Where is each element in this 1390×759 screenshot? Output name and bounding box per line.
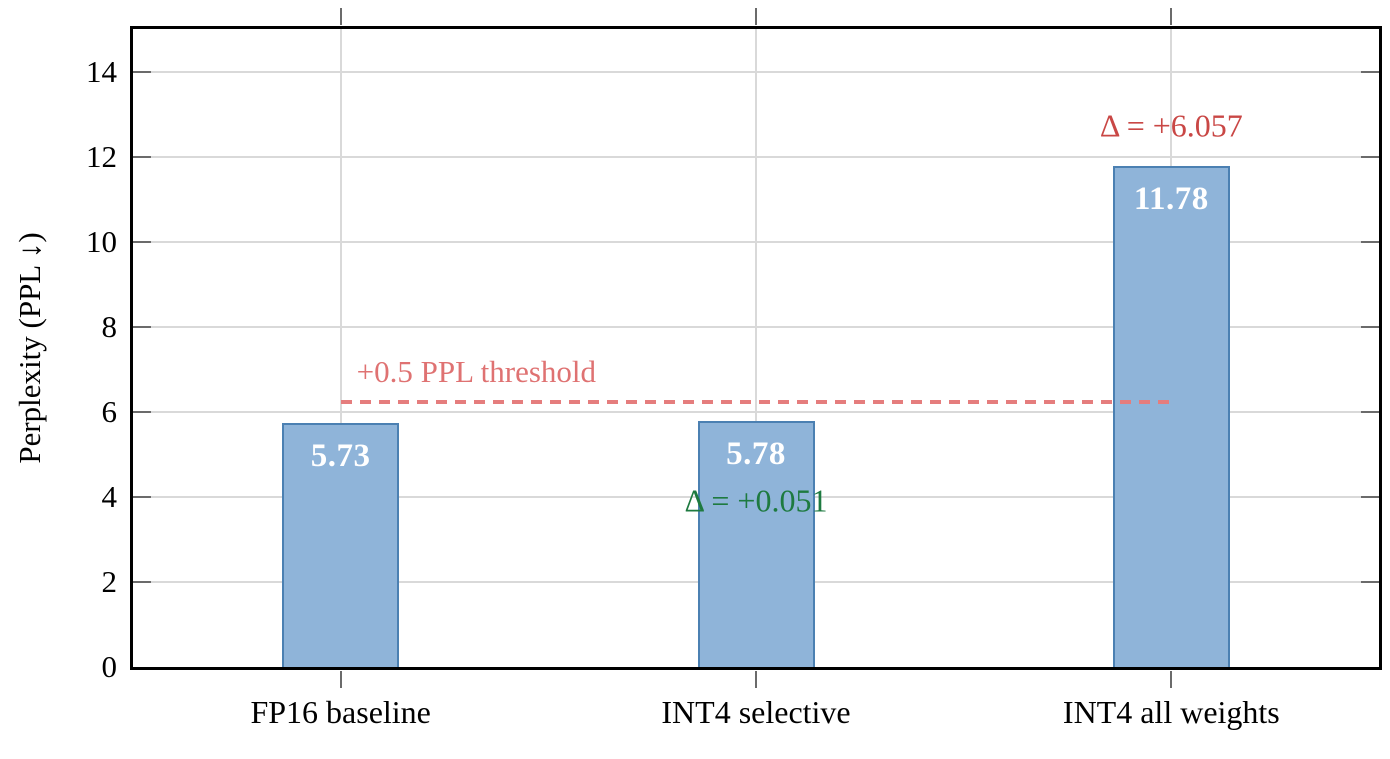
y-tick-right (1361, 155, 1379, 158)
y-tick-left (133, 495, 151, 498)
x-tick-top (755, 8, 757, 25)
y-tick-right (1361, 410, 1379, 413)
y-tick-left (133, 155, 151, 158)
x-category-label: FP16 baseline (250, 694, 431, 730)
bar: 5.73 (282, 423, 400, 667)
y-tick-left (133, 410, 151, 413)
x-tick-bottom (339, 671, 342, 688)
y-tick-right (1361, 325, 1379, 328)
y-tick-label: 10 (86, 223, 117, 259)
plot-area: +0.5 PPL threshold Δ = +0.051 Δ = +6.057… (130, 8, 1382, 688)
bar-value-label: 5.73 (310, 438, 371, 475)
y-tick-label: 12 (86, 138, 117, 174)
bar: 5.78 (697, 421, 815, 667)
y-tick-left (133, 325, 151, 328)
threshold-label: +0.5 PPL threshold (356, 354, 597, 390)
y-tick-left (133, 240, 151, 243)
y-tick-label: 4 (101, 478, 118, 514)
y-axis-label: Perplexity (PPL ↓) (12, 232, 47, 464)
y-tick-right (1361, 580, 1379, 583)
bar-value-label: 11.78 (1133, 180, 1209, 217)
bar-value-label: 5.78 (726, 436, 786, 473)
gridline-vertical (339, 29, 342, 667)
y-tick-right (1361, 495, 1379, 498)
gridline-vertical (755, 29, 757, 667)
x-tick-top (339, 8, 342, 25)
y-tick-label: 14 (86, 53, 117, 89)
x-tick-top (1170, 8, 1173, 25)
y-tick-right (1361, 240, 1379, 243)
x-tick-bottom (755, 671, 757, 688)
y-tick-right (1361, 70, 1379, 73)
bar: 11.78 (1112, 165, 1230, 667)
y-tick-label: 6 (101, 393, 118, 429)
delta-annotation-all-weights: Δ = +6.057 (1099, 107, 1243, 144)
x-category-label: INT4 selective (661, 694, 851, 730)
y-tick-label: 2 (101, 563, 118, 599)
threshold-dashed-line (340, 400, 1172, 405)
y-tick-label: 8 (101, 308, 118, 344)
y-tick-left (133, 70, 151, 73)
x-tick-bottom (1170, 671, 1173, 688)
y-tick-label: 0 (101, 649, 118, 684)
x-category-label: INT4 all weights (1062, 694, 1280, 730)
delta-annotation-selective: Δ = +0.051 (684, 482, 828, 519)
y-tick-left (133, 580, 151, 583)
